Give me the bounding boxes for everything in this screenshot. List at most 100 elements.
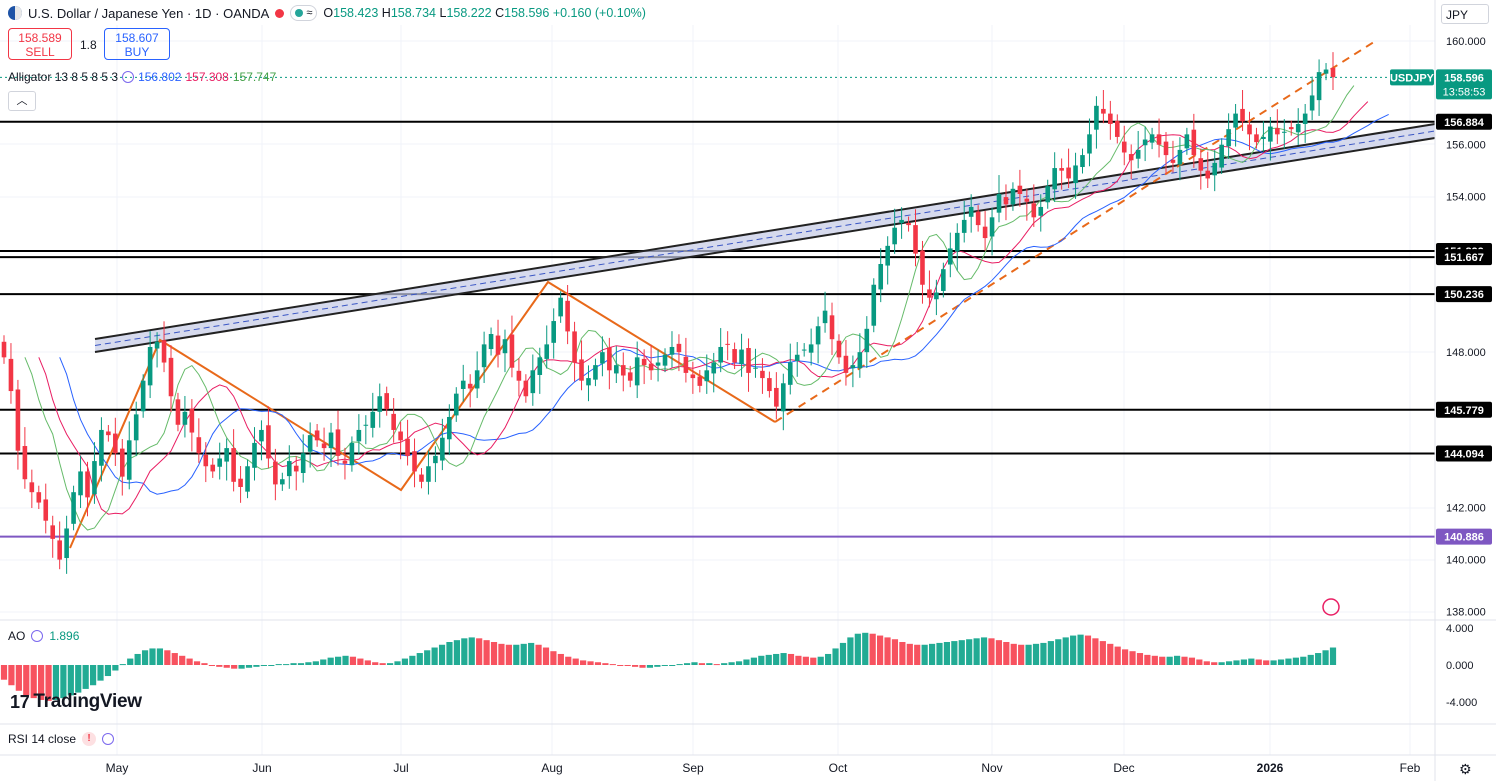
candle [878, 263, 884, 290]
candle [607, 347, 612, 371]
candle [1261, 136, 1266, 140]
ao-bar [1300, 656, 1307, 665]
candle [50, 525, 56, 539]
x-tick-label: May [106, 761, 129, 775]
candle [739, 349, 744, 365]
ao-settings-icon[interactable] [31, 630, 44, 642]
ao-bar [260, 665, 267, 666]
candle [760, 370, 765, 379]
symbol-title[interactable]: U.S. Dollar / Japanese Yen · 1D · OANDA [28, 5, 270, 21]
sell-button[interactable]: 158.589 SELL [8, 28, 72, 60]
candle [1226, 129, 1231, 147]
warning-icon[interactable]: ! [82, 732, 97, 746]
candle [968, 206, 974, 217]
ao-bar [1136, 653, 1144, 665]
candle [1031, 203, 1037, 218]
candle [502, 339, 508, 354]
candle [259, 429, 264, 442]
zigzag-pattern [69, 39, 1378, 549]
x-tick-label: Sep [682, 761, 704, 775]
candle [426, 466, 431, 482]
candle [1087, 134, 1092, 154]
settings-cycle-icon[interactable] [122, 71, 135, 83]
rsi-label: RSI 14 close [8, 732, 77, 746]
candle [453, 393, 459, 416]
ao-bar [1166, 656, 1173, 665]
gear-icon[interactable]: ⚙ [1459, 761, 1472, 777]
currency-select[interactable]: JPY [1441, 4, 1489, 24]
x-tick-label: Aug [541, 761, 562, 775]
candle [1149, 134, 1155, 143]
ao-bar [535, 644, 542, 665]
trend-channel [94, 123, 1436, 353]
candle [1212, 162, 1218, 176]
candle [1330, 67, 1336, 78]
rsi-legend[interactable]: RSI 14 close ! [8, 732, 115, 746]
candle [683, 356, 689, 373]
ao-bar [245, 665, 253, 668]
ao-bar [706, 663, 713, 665]
alligator-legend[interactable]: Alligator 13 8 5 8 5 3 156.802 157.308 1… [8, 70, 276, 84]
ao-bar [891, 639, 899, 665]
y-tick-label: 154.000 [1446, 192, 1486, 204]
ao-histogram: 4.000 0.000 -4.000 [0, 623, 1477, 709]
candle [175, 399, 181, 425]
ao-bar [23, 665, 30, 696]
candle [1254, 134, 1259, 143]
x-tick-label: Nov [981, 761, 1002, 775]
market-status-icon[interactable] [275, 8, 285, 18]
candle [363, 424, 369, 426]
ao-bar [119, 664, 126, 666]
ao-bar [609, 664, 616, 666]
ao-bar [951, 641, 958, 665]
ao-bar [713, 664, 720, 666]
rsi-settings-icon[interactable] [102, 733, 115, 745]
ao-bar [676, 664, 683, 666]
candle [106, 431, 111, 436]
candle [1017, 185, 1023, 194]
ao-bar [735, 661, 743, 665]
symbol-tag: USDJPY [1390, 72, 1435, 84]
level-label-bg [1436, 113, 1492, 130]
ao-bar [825, 653, 832, 665]
ao-bar [223, 665, 230, 668]
ao-bar [646, 665, 654, 668]
candle [203, 454, 209, 467]
buy-button[interactable]: 158.607 BUY [104, 28, 170, 60]
candle [273, 461, 278, 485]
candle [300, 453, 306, 473]
ao-bar [1070, 635, 1077, 665]
candle [1177, 149, 1183, 165]
candle [405, 438, 410, 456]
candle [231, 448, 236, 482]
candle [927, 289, 932, 298]
candle [634, 357, 640, 386]
indicator-toggle[interactable]: ≈ [290, 5, 318, 21]
collapse-legend-button[interactable]: ︿ [8, 91, 36, 111]
ao-bar [386, 663, 394, 665]
candle [349, 442, 355, 466]
candle [391, 413, 396, 430]
ao-bar [1329, 647, 1337, 665]
candle [133, 414, 139, 441]
tradingview-logo[interactable]: 17 TradingView [10, 691, 142, 713]
ao-bar [1018, 644, 1025, 665]
candle [1010, 188, 1016, 205]
ao-bar [171, 653, 178, 665]
ao-bar [1255, 659, 1262, 665]
ao-bar [394, 661, 401, 665]
ao-bar [67, 665, 74, 696]
ao-bar [520, 643, 527, 665]
candle [530, 370, 536, 394]
y-tick-label: 148.000 [1446, 347, 1486, 359]
ao-bar [483, 640, 490, 665]
candle [293, 465, 299, 472]
ao-bar [0, 665, 8, 680]
candle [78, 471, 83, 496]
ao-bar [97, 665, 104, 681]
ao-bar [542, 647, 550, 665]
ao-legend[interactable]: AO 1.896 [8, 629, 79, 643]
ao-bar [60, 665, 67, 699]
symbol-header[interactable]: U.S. Dollar / Japanese Yen · 1D · OANDA … [8, 5, 646, 21]
